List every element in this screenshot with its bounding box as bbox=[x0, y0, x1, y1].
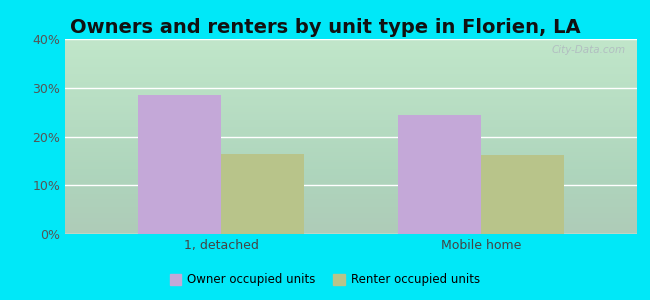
Text: Owners and renters by unit type in Florien, LA: Owners and renters by unit type in Flori… bbox=[70, 18, 580, 37]
Bar bbox=[221, 154, 304, 234]
Bar bbox=[398, 115, 481, 234]
Bar bbox=[138, 94, 221, 234]
Text: City-Data.com: City-Data.com bbox=[551, 45, 625, 55]
Bar bbox=[481, 155, 564, 234]
Legend: Owner occupied units, Renter occupied units: Owner occupied units, Renter occupied un… bbox=[165, 269, 485, 291]
